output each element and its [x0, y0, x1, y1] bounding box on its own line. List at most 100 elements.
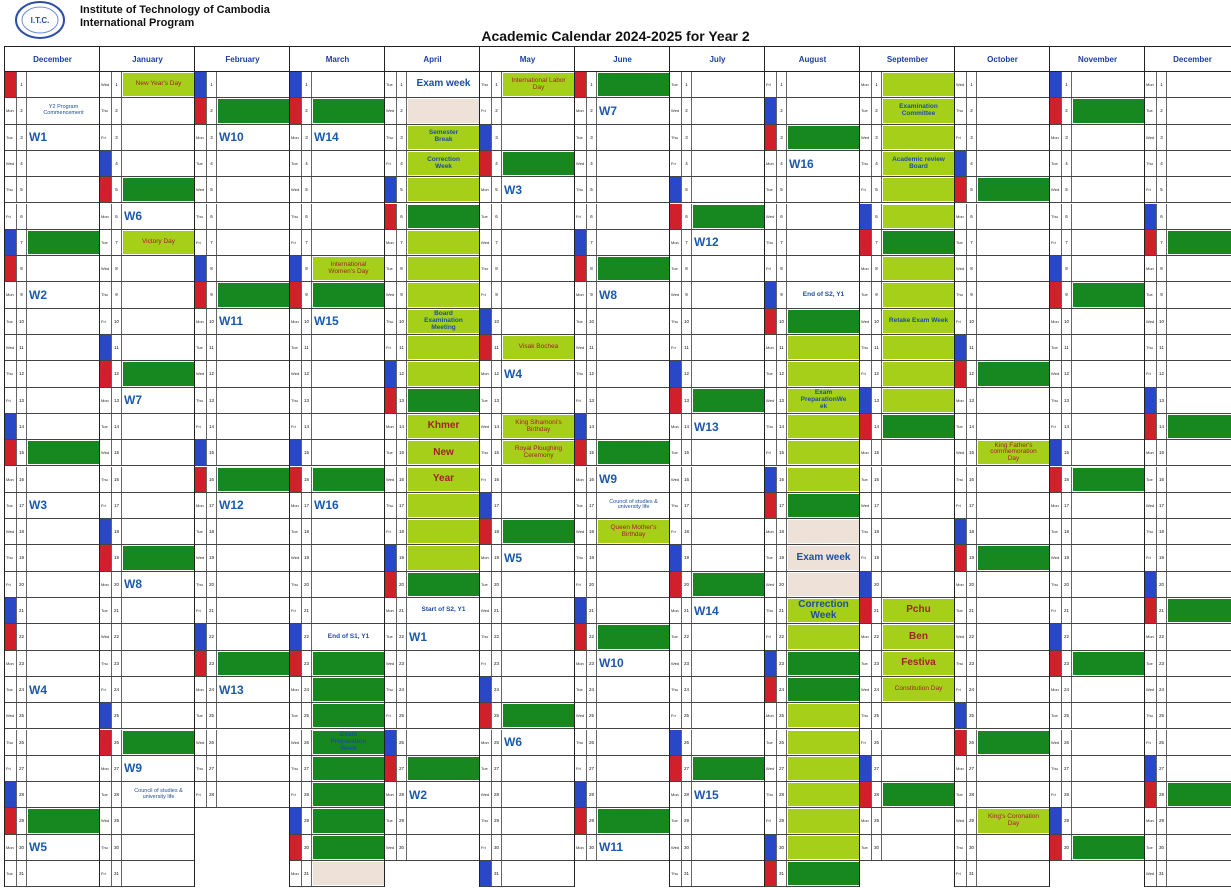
day-cell: Sun 9 — [1050, 282, 1145, 309]
day-highlight — [788, 599, 859, 623]
weekday-label: Wed — [670, 466, 682, 492]
day-number: 27 — [207, 755, 217, 782]
day-number: 23 — [492, 650, 502, 676]
day-cell: Tue 28 Council of studies & university lif… — [100, 782, 195, 809]
day-number: 14 — [302, 413, 312, 440]
weekday-label: Wed — [1050, 545, 1062, 571]
day-cell: Tue 4 — [290, 150, 385, 178]
day-number: 10 — [872, 308, 882, 334]
day-cell: Wed 8 — [955, 256, 1050, 283]
event-label: Start of S2, Y1 — [421, 606, 466, 614]
weekday-label: Thu — [195, 387, 207, 413]
weekday-label: Wed — [480, 413, 492, 440]
day-highlight — [313, 756, 384, 781]
day-number: 6 — [302, 203, 312, 229]
day-cell: Thu 26 — [5, 729, 100, 756]
day-number: 27 — [112, 755, 122, 782]
month-column: August Fri 1 Sat 2 Sun 3 Mon 4 W16 Tue 5 Wed 6 Thu 7 Fri… — [764, 46, 860, 888]
day-cell: Wed 15 King Father's commemoration Day — [955, 440, 1050, 467]
day-number: 4 — [967, 150, 977, 177]
week-label: W6 — [124, 209, 142, 224]
weekday-label: Tue — [670, 440, 682, 466]
day-highlight — [788, 625, 859, 649]
day-cell: Wed 12 — [195, 361, 290, 388]
day-number: 23 — [207, 650, 217, 676]
day-cell: Sat 5 — [385, 177, 480, 204]
day-cell: Sat 14 — [5, 413, 100, 441]
weekday-label: Fri — [290, 413, 302, 440]
day-cell: Tue 3 W1 — [5, 124, 100, 151]
day-number: 10 — [17, 308, 27, 334]
day-number: 4 — [397, 150, 407, 177]
event-label: Year — [432, 472, 455, 484]
day-highlight — [883, 204, 954, 228]
day-number: 12 — [397, 361, 407, 387]
day-cell: Thu 20 — [290, 571, 385, 598]
day-cell: Sun 27 — [670, 755, 765, 783]
day-number: 30 — [967, 834, 977, 860]
day-number: 1 — [777, 72, 787, 98]
weekday-label: Thu — [860, 335, 872, 361]
day-cell: Mon 2 W7 — [575, 98, 670, 125]
day-highlight — [218, 283, 289, 307]
day-number: 1 — [1062, 72, 1072, 98]
day-number: 7 — [17, 229, 27, 256]
weekday-label: Sun — [290, 650, 302, 676]
day-number: 2 — [492, 98, 502, 124]
day-number: 27 — [682, 755, 692, 782]
day-highlight — [408, 467, 479, 491]
weekday-label: Fri — [100, 308, 112, 334]
day-cell: Mon 30 W5 — [5, 834, 100, 861]
day-number: 7 — [682, 229, 692, 256]
day-number: 7 — [492, 229, 502, 256]
day-cell: Thu 16 — [955, 466, 1050, 493]
day-number: 24 — [397, 676, 407, 703]
day-highlight — [883, 783, 954, 807]
day-cell: Wed 26 Exam Preparation Week — [290, 729, 385, 756]
day-cell: Sat 11 — [955, 335, 1050, 362]
day-cell: Sun 21 Pchu — [860, 598, 955, 625]
day-highlight — [1073, 835, 1144, 859]
day-cell: Tue 27 — [480, 755, 575, 783]
weekday-label: Sun — [5, 808, 17, 834]
day-cell: Wed 19 — [1050, 545, 1145, 572]
weekday-label: Sat — [1145, 755, 1157, 782]
day-cell: Tue 22 — [670, 624, 765, 651]
weekday-label: Sat — [290, 624, 302, 650]
weekday-label: Sun — [290, 834, 302, 860]
day-highlight — [1073, 283, 1144, 307]
day-number: 26 — [587, 729, 597, 755]
day-number: 30 — [1157, 834, 1167, 860]
weekday-label: Tue — [480, 387, 492, 413]
day-cell: Wed 29 King's Coronation Day — [955, 808, 1050, 835]
weekday-label: Sun — [765, 676, 777, 703]
day-number: 30 — [112, 834, 122, 860]
event-label: Academic review Board — [892, 155, 945, 170]
day-number: 10 — [397, 308, 407, 334]
month-header: December — [5, 46, 100, 72]
day-highlight — [598, 73, 669, 97]
weekday-label: Sat — [5, 413, 17, 440]
day-cell: Tue 23 — [1145, 650, 1231, 677]
day-cell: Sat 13 — [1145, 387, 1231, 414]
weekday-label: Sun — [670, 571, 682, 597]
day-cell: Fri 7 — [1050, 229, 1145, 257]
weekday-label: Thu — [670, 861, 682, 887]
day-number: 29 — [587, 808, 597, 834]
day-number: 16 — [682, 466, 692, 492]
day-cell: Mon 8 — [860, 256, 955, 283]
weekday-label: Sat — [290, 256, 302, 282]
weekday-label: Mon — [1050, 124, 1062, 150]
day-cell: Mon 16 — [5, 466, 100, 493]
day-number: 20 — [682, 571, 692, 597]
day-cell: Thu 25 — [860, 703, 955, 730]
week-label: W3 — [504, 182, 522, 197]
day-cell: Sun 19 — [100, 545, 195, 572]
day-number: 25 — [1062, 703, 1072, 729]
day-cell: Wed 15 — [100, 440, 195, 467]
weekday-label: Fri — [290, 229, 302, 256]
day-number: 24 — [587, 676, 597, 703]
day-number: 21 — [1157, 598, 1167, 624]
day-number: 27 — [397, 755, 407, 782]
day-number: 15 — [967, 440, 977, 466]
